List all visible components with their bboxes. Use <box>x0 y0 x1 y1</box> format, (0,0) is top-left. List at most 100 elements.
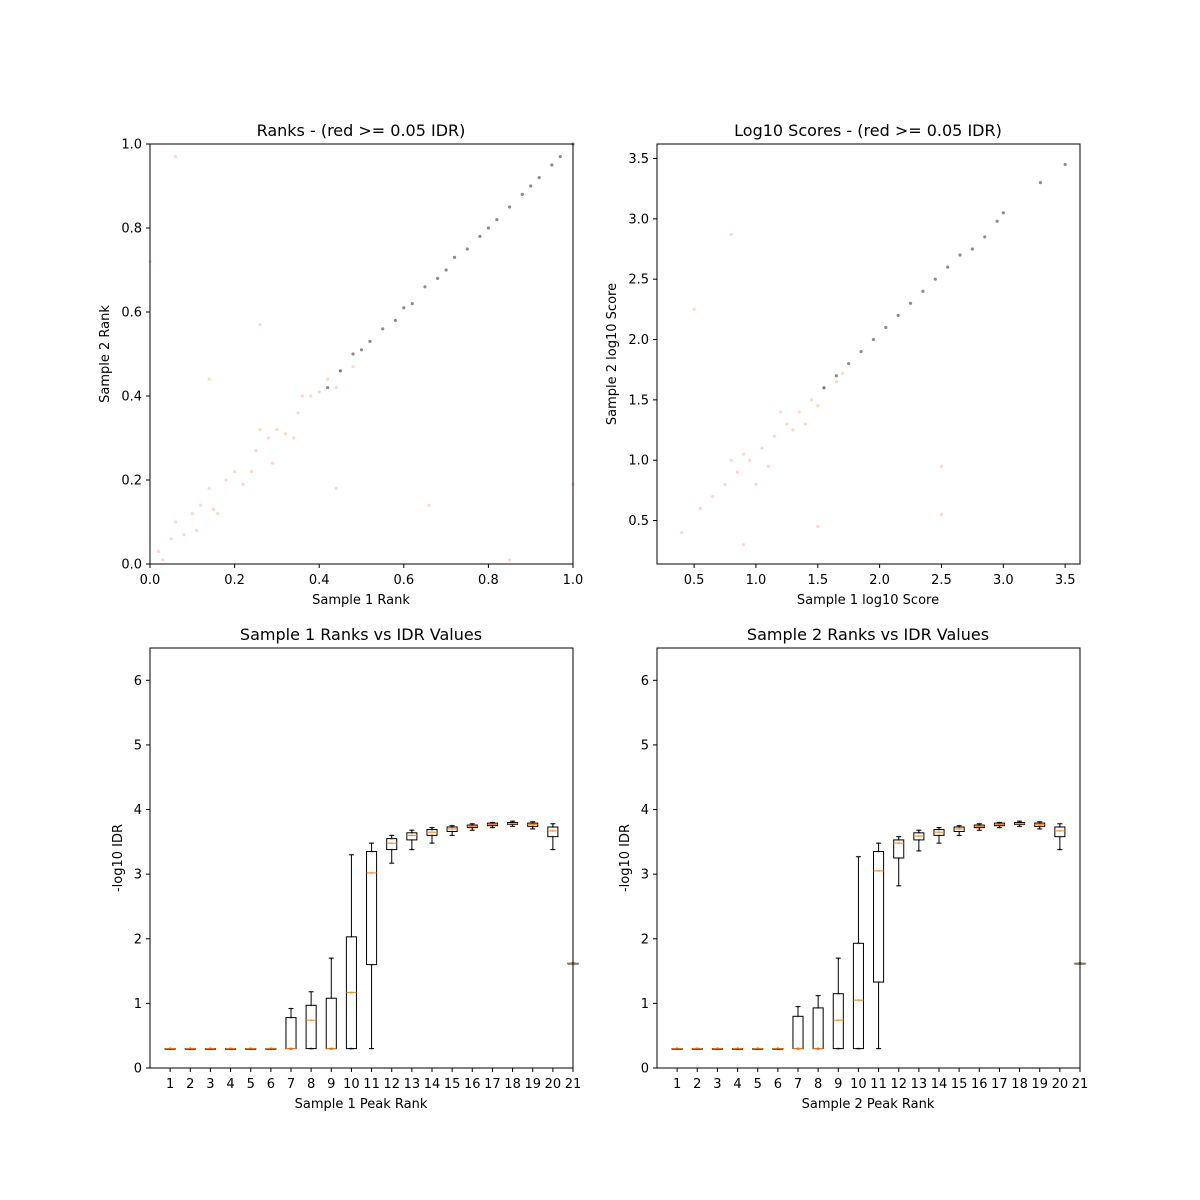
scatter-point-high-idr <box>729 458 733 462</box>
scatter-point-high-idr <box>216 511 220 516</box>
y-tick-label: 3 <box>134 868 142 883</box>
x-tick-label: 7 <box>287 1077 295 1092</box>
panel-scores-x-ticks: 0.5 1.0 1.5 2.0 2.5 3.0 3.5 <box>684 564 1076 588</box>
x-tick-label: 16 <box>971 1077 988 1092</box>
panel-ranks-x-label: Sample 1 Rank <box>312 593 410 608</box>
scatter-point-high-idr <box>692 307 696 311</box>
scatter-point-low-idr <box>423 285 427 289</box>
scatter-point-high-idr <box>834 380 838 384</box>
panel-scores-marks <box>680 162 1067 547</box>
x-tick-label: 9 <box>834 1077 842 1092</box>
scatter-point-high-idr <box>723 482 727 486</box>
scatter-point-low-idr <box>478 234 482 238</box>
scatter-point-low-idr <box>436 276 440 280</box>
y-tick-label: 1 <box>641 997 649 1012</box>
scatter-point-high-idr <box>754 482 758 486</box>
x-tick-label: 2 <box>186 1077 194 1092</box>
scatter-point-low-idr <box>933 277 937 281</box>
scatter-point-low-idr <box>1001 211 1005 215</box>
x-tick-label: 8 <box>307 1077 315 1092</box>
scatter-point-high-idr <box>296 411 300 415</box>
panel-sample2-frame <box>656 647 1081 1069</box>
scatter-point-high-idr <box>249 470 254 474</box>
panel-sample2-y-label: -log10 IDR <box>618 824 633 892</box>
x-tick-label: 19 <box>524 1077 541 1092</box>
scatter-point-low-idr <box>859 349 863 354</box>
panel-scores: Log10 Scores - (red >= 0.05 IDR) 0.5 1.0 1… <box>605 121 1081 608</box>
x-tick-label: 0.2 <box>224 573 245 588</box>
scatter-point-high-idr <box>351 365 355 369</box>
panel-sample2-x-label: Sample 2 Peak Rank <box>802 1097 935 1112</box>
panel-ranks-y-ticks: 0.0 0.2 0.4 0.6 0.8 1.0 <box>121 138 150 573</box>
panel-sample1-x-ticks: 1 2 3 4 5 6 7 8 9 10 11 12 13 14 15 16 17 18 19 20 21 <box>166 1068 581 1092</box>
y-tick-label: 2.0 <box>628 333 649 348</box>
scatter-point-low-idr <box>393 318 397 322</box>
scatter-point-high-idr <box>190 511 194 516</box>
scatter-point-low-idr <box>537 176 541 180</box>
x-tick-label: 1.0 <box>563 573 584 588</box>
scatter-point-low-idr <box>958 253 962 257</box>
y-tick-label: 4 <box>641 803 649 818</box>
panel-sample1-idr: Sample 1 Ranks vs IDR Values 1 2 3 4 5 6 7 8 9 10… <box>111 625 581 1112</box>
scatter-point-high-idr <box>173 520 177 524</box>
y-tick-label: 3.0 <box>628 212 649 227</box>
panel-ranks-marks <box>148 142 575 562</box>
x-tick-label: 0.8 <box>478 573 499 588</box>
y-tick-label: 2.5 <box>628 273 649 288</box>
scatter-point-high-idr <box>939 464 944 468</box>
y-tick-label: 0 <box>134 1062 142 1077</box>
scatter-point-high-idr <box>785 422 789 426</box>
scatter-point-high-idr <box>241 482 245 486</box>
scatter-point-high-idr <box>317 390 321 394</box>
scatter-point-high-idr <box>791 428 795 432</box>
panel-sample1-x-label: Sample 1 Peak Rank <box>295 1097 428 1112</box>
x-tick-label: 6 <box>774 1077 782 1092</box>
x-tick-label: 1.5 <box>807 573 828 588</box>
x-tick-label: 16 <box>464 1077 481 1092</box>
x-tick-label: 1 <box>673 1077 681 1092</box>
box <box>873 851 885 983</box>
x-tick-label: 19 <box>1031 1077 1048 1092</box>
x-tick-label: 15 <box>444 1077 461 1092</box>
scatter-point-high-idr <box>156 549 161 554</box>
scatter-point-high-idr <box>258 323 262 327</box>
y-tick-label: 1 <box>134 997 142 1012</box>
scatter-point-high-idr <box>207 486 211 490</box>
scatter-point-high-idr <box>173 155 177 159</box>
y-tick-label: 4 <box>134 803 142 818</box>
scatter-point-low-idr <box>970 247 974 251</box>
scatter-point-high-idr <box>822 386 826 390</box>
scatter-point-high-idr <box>680 531 684 535</box>
scatter-point-low-idr <box>381 327 385 331</box>
x-tick-label: 3.5 <box>1055 573 1076 588</box>
panel-sample1-title: Sample 1 Ranks vs IDR Values <box>240 625 482 644</box>
x-tick-label: 7 <box>794 1077 802 1092</box>
x-tick-label: 14 <box>931 1077 948 1092</box>
x-tick-label: 3 <box>206 1077 214 1092</box>
x-tick-label: 21 <box>1072 1077 1089 1092</box>
x-tick-label: 5 <box>754 1077 762 1092</box>
scatter-point-low-idr <box>452 255 457 259</box>
scatter-point-low-idr <box>520 192 524 196</box>
scatter-point-low-idr <box>896 313 900 317</box>
scatter-point-low-idr <box>946 265 950 269</box>
scatter-point-low-idr <box>1063 162 1067 167</box>
x-tick-label: 2.0 <box>869 573 890 588</box>
box <box>893 839 905 859</box>
scatter-point-low-idr <box>486 226 490 230</box>
scatter-point-high-idr <box>334 386 338 390</box>
box <box>832 993 844 1050</box>
x-tick-label: 4 <box>733 1077 741 1092</box>
scatter-point-high-idr <box>292 436 296 440</box>
scatter-point-low-idr <box>444 268 448 272</box>
box <box>386 838 398 851</box>
x-tick-label: 13 <box>911 1077 928 1092</box>
scatter-point-low-idr <box>495 218 499 222</box>
scatter-point-high-idr <box>266 436 271 440</box>
scatter-point-high-idr <box>207 377 211 381</box>
scatter-point-high-idr <box>194 528 199 533</box>
scatter-point-high-idr <box>507 558 512 562</box>
x-tick-label: 13 <box>404 1077 421 1092</box>
scatter-point-low-idr <box>908 301 913 305</box>
scatter-point-high-idr <box>741 452 746 456</box>
